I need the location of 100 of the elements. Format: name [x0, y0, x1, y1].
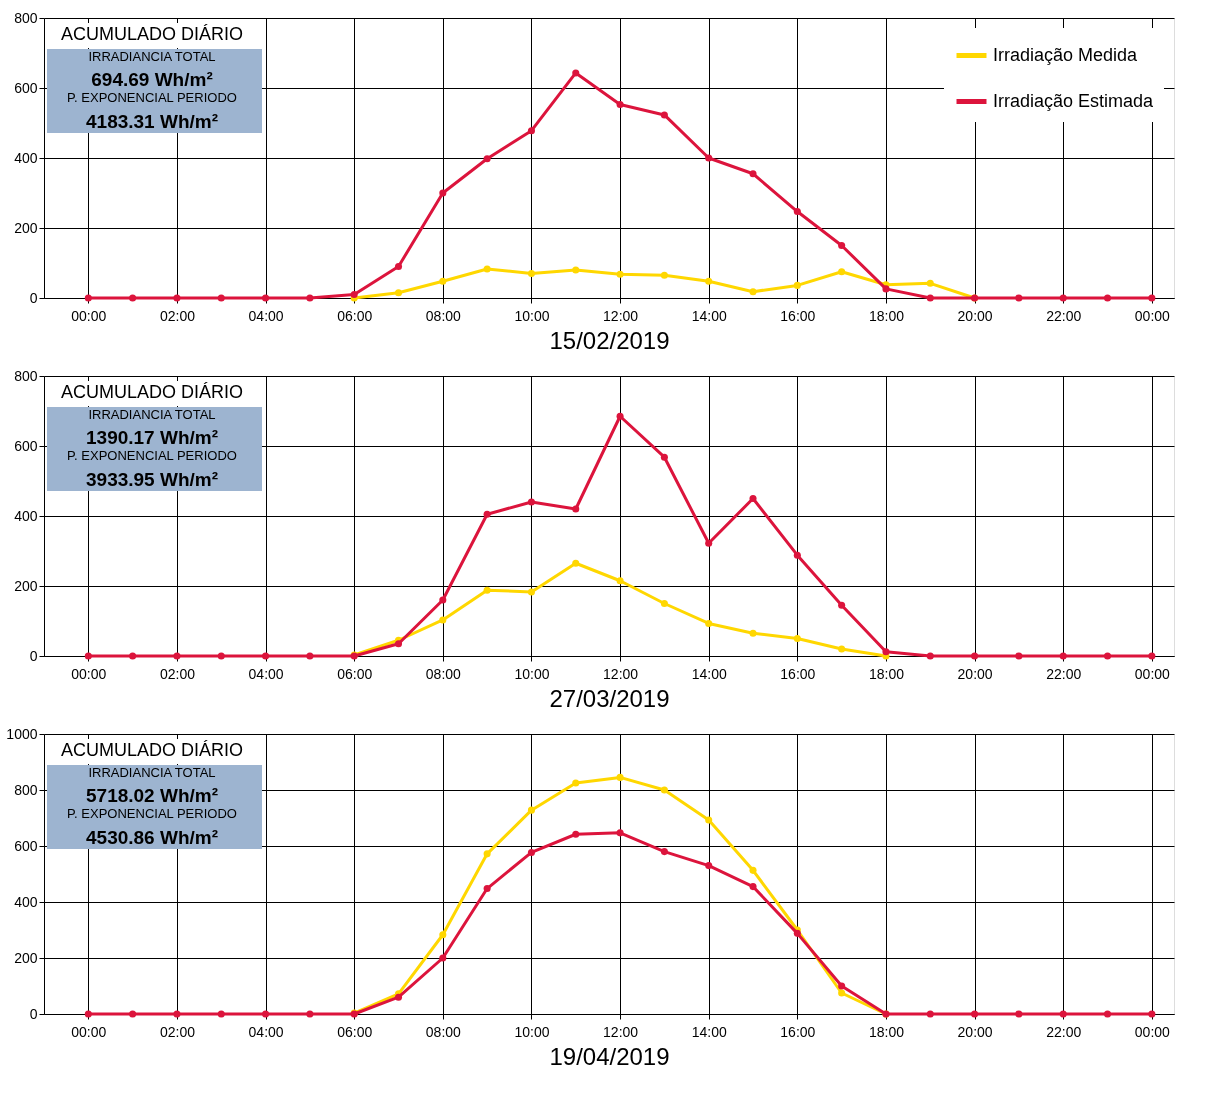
point	[705, 539, 713, 547]
annotation: 3933.95 Wh/m²	[86, 469, 218, 490]
annotation: 4530.86 Wh/m²	[86, 827, 218, 848]
point	[838, 989, 846, 997]
annotation: ACUMULADO DIÁRIO	[60, 740, 244, 760]
point	[1103, 652, 1112, 660]
x-tick-label: 00:00	[1134, 1023, 1171, 1040]
point	[616, 270, 624, 278]
x-tick-label: 06:00	[337, 307, 373, 324]
point	[660, 111, 668, 119]
point	[527, 498, 535, 506]
x-tick-label: 02:00	[159, 665, 196, 682]
y-tick-label: 400	[14, 149, 38, 166]
x-tick-label: 08:00	[425, 1023, 462, 1040]
point	[572, 830, 580, 838]
x-axis-title: 15/02/2019	[549, 326, 670, 354]
x-tick-label: 06:00	[337, 1023, 373, 1040]
point	[527, 588, 535, 596]
point	[793, 634, 801, 643]
x-tick-label: 14:00	[691, 307, 727, 324]
y-tick-label: 800	[14, 367, 38, 384]
annotation: 694.69 Wh/m²	[91, 69, 213, 90]
point	[660, 271, 668, 279]
y-tick-label: 200	[14, 577, 38, 594]
point	[749, 866, 757, 874]
x-tick-label: 00:00	[71, 307, 107, 324]
point	[838, 268, 846, 276]
x-tick-label: 04:00	[248, 307, 284, 324]
x-tick-label: 10:00	[514, 307, 550, 324]
x-tick-label: 08:00	[425, 307, 462, 324]
point	[439, 189, 447, 197]
annotation: 5718.02 Wh/m²	[86, 785, 218, 806]
point	[394, 262, 403, 271]
point	[660, 453, 668, 461]
x-tick-label: 04:00	[248, 1023, 284, 1040]
legend-label: Irradiação Medida	[993, 44, 1139, 65]
x-tick-label: 08:00	[425, 665, 462, 682]
point	[793, 551, 801, 559]
x-tick-label: 10:00	[514, 1023, 550, 1040]
point	[217, 652, 225, 660]
annotation: P. EXPONENCIAL PERIODO	[67, 90, 237, 105]
point	[1103, 294, 1112, 302]
point	[483, 155, 491, 163]
point	[129, 294, 137, 302]
x-tick-label: 20:00	[957, 1023, 993, 1040]
y-tick-label: 400	[14, 507, 38, 524]
point	[439, 931, 447, 939]
x-tick-label: 00:00	[71, 665, 107, 682]
x-tick-label: 02:00	[159, 307, 196, 324]
point	[483, 850, 491, 858]
x-tick-label: 00:00	[71, 1023, 107, 1040]
point	[1015, 1010, 1023, 1018]
point	[705, 277, 713, 285]
point	[394, 640, 403, 648]
x-tick-label: 12:00	[603, 1023, 639, 1040]
point	[527, 269, 535, 278]
annotation: 4183.31 Wh/m²	[86, 111, 218, 132]
y-tick-label: 1000	[6, 725, 38, 742]
x-tick-label: 20:00	[957, 307, 993, 324]
point	[838, 241, 846, 250]
x-axis-title: 19/04/2019	[549, 1042, 670, 1070]
y-tick-label: 800	[14, 781, 38, 798]
y-tick-label: 200	[14, 219, 38, 236]
point	[926, 294, 934, 302]
point	[882, 285, 890, 293]
point	[527, 127, 535, 135]
x-tick-label: 22:00	[1046, 665, 1082, 682]
x-tick-label: 14:00	[691, 665, 727, 682]
point	[749, 629, 757, 637]
point	[705, 619, 713, 627]
point	[439, 954, 447, 962]
x-tick-label: 22:00	[1046, 307, 1082, 324]
point	[660, 786, 668, 794]
annotation: IRRADIANCIA TOTAL	[88, 49, 216, 64]
annotation: IRRADIANCIA TOTAL	[88, 765, 216, 780]
point	[483, 885, 491, 893]
x-tick-label: 12:00	[603, 307, 639, 324]
point	[217, 1010, 225, 1018]
y-tick-label: 600	[14, 79, 38, 96]
y-tick-label: 600	[14, 837, 38, 854]
point	[660, 599, 668, 608]
y-tick-label: 0	[29, 289, 38, 306]
x-tick-label: 00:00	[1134, 307, 1171, 324]
y-tick-label: 400	[14, 893, 38, 910]
point	[1103, 1010, 1112, 1018]
y-tick-label: 200	[14, 949, 38, 966]
point	[616, 829, 624, 837]
x-tick-label: 22:00	[1046, 1023, 1082, 1040]
x-tick-label: 04:00	[248, 665, 284, 682]
point	[439, 277, 447, 285]
x-tick-label: 16:00	[780, 307, 816, 324]
x-tick-label: 16:00	[780, 665, 816, 682]
point	[793, 281, 801, 289]
x-tick-label: 20:00	[957, 665, 993, 682]
point	[616, 773, 624, 781]
point	[838, 982, 846, 990]
point	[926, 652, 934, 660]
point	[527, 806, 535, 814]
y-tick-label: 800	[14, 9, 38, 26]
point	[572, 266, 580, 274]
